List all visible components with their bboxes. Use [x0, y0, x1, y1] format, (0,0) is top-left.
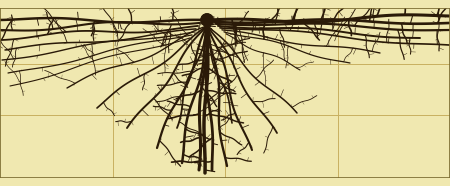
Circle shape — [201, 14, 213, 26]
Circle shape — [201, 14, 213, 26]
